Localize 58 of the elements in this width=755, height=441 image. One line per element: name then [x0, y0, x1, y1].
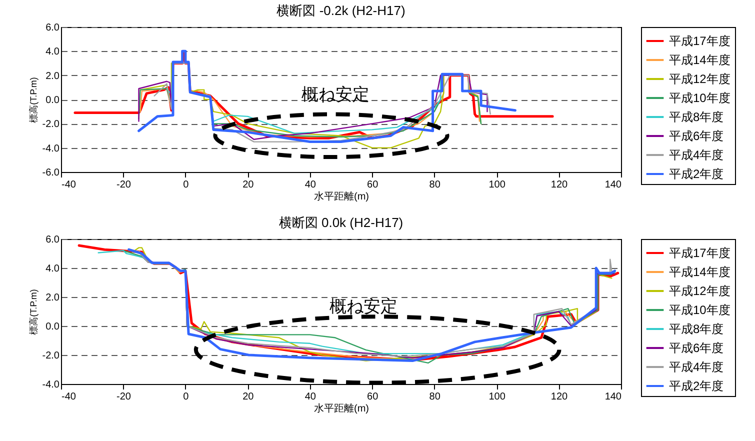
x-tick-label: 140 — [604, 180, 622, 190]
x-tick-label: 100 — [488, 180, 506, 190]
x-tick-label: 60 — [367, 392, 379, 402]
y-tick-label: -6.0 — [42, 168, 60, 178]
annotation: 概ね安定 — [301, 85, 370, 104]
y-tick-label: 6.0 — [46, 234, 60, 246]
legend-label: 平成4年度 — [669, 360, 724, 374]
x-tick-label: 60 — [367, 180, 379, 190]
legend-label: 平成14年度 — [669, 265, 730, 279]
legend-label: 平成6年度 — [669, 341, 724, 355]
y-tick-label: 2.0 — [46, 70, 60, 82]
legend-label: 平成14年度 — [669, 53, 730, 67]
x-axis-title: 水平距離(m) — [314, 190, 369, 202]
y-tick-label: -2.0 — [42, 119, 60, 130]
x-tick-label: 80 — [429, 180, 441, 190]
x-tick-label: 120 — [550, 180, 568, 190]
x-tick-label: -20 — [116, 392, 132, 402]
legend-label: 平成17年度 — [669, 246, 730, 260]
x-tick-label: 20 — [242, 392, 254, 402]
chart-title: 横断図 0.0k (H2-H17) — [278, 215, 404, 230]
legend-label: 平成8年度 — [669, 110, 724, 124]
x-tick-label: 40 — [304, 180, 316, 190]
legend-label: 平成6年度 — [669, 129, 724, 143]
y-axis-title: 標高(T.P.m) — [28, 77, 38, 123]
y-tick-label: -2.0 — [42, 350, 60, 362]
x-tick-label: 20 — [242, 180, 254, 190]
y-tick-label: 2.0 — [46, 292, 60, 304]
y-tick-label: 6.0 — [46, 22, 60, 34]
x-tick-label: 100 — [488, 392, 506, 402]
y-axis-title: 標高(T.P.m) — [28, 289, 38, 335]
legend-label: 平成17年度 — [669, 34, 730, 48]
y-tick-label: 4.0 — [46, 46, 60, 58]
legend-label: 平成2年度 — [669, 379, 724, 393]
legend-label: 平成10年度 — [669, 303, 730, 317]
x-tick-label: -40 — [62, 180, 76, 190]
x-tick-label: 80 — [429, 392, 441, 402]
x-tick-label: 0 — [183, 392, 190, 402]
legend-label: 平成2年度 — [669, 167, 724, 181]
x-tick-label: 40 — [304, 392, 316, 402]
legend-label: 平成8年度 — [669, 322, 724, 336]
legend-label: 平成12年度 — [669, 72, 730, 86]
x-tick-label: 140 — [604, 392, 622, 402]
legend-label: 平成10年度 — [669, 91, 730, 105]
x-tick-label: -40 — [62, 392, 76, 402]
x-tick-label: 0 — [183, 180, 190, 190]
y-tick-label: 0.0 — [46, 322, 60, 332]
y-tick-label: -4.0 — [42, 380, 60, 390]
x-axis-title: 水平距離(m) — [314, 402, 369, 414]
line-series — [138, 50, 516, 144]
x-tick-label: 120 — [550, 392, 568, 402]
y-tick-label: 4.0 — [46, 264, 60, 274]
legend-label: 平成4年度 — [669, 148, 724, 162]
y-tick-label: -4.0 — [42, 143, 60, 154]
chart-title: 横断図 -0.2k (H2-H17) — [276, 3, 406, 18]
legend-label: 平成12年度 — [669, 284, 730, 298]
x-tick-label: -20 — [116, 180, 132, 190]
annotation: 概ね安定 — [329, 297, 398, 316]
y-tick-label: 0.0 — [46, 95, 60, 106]
